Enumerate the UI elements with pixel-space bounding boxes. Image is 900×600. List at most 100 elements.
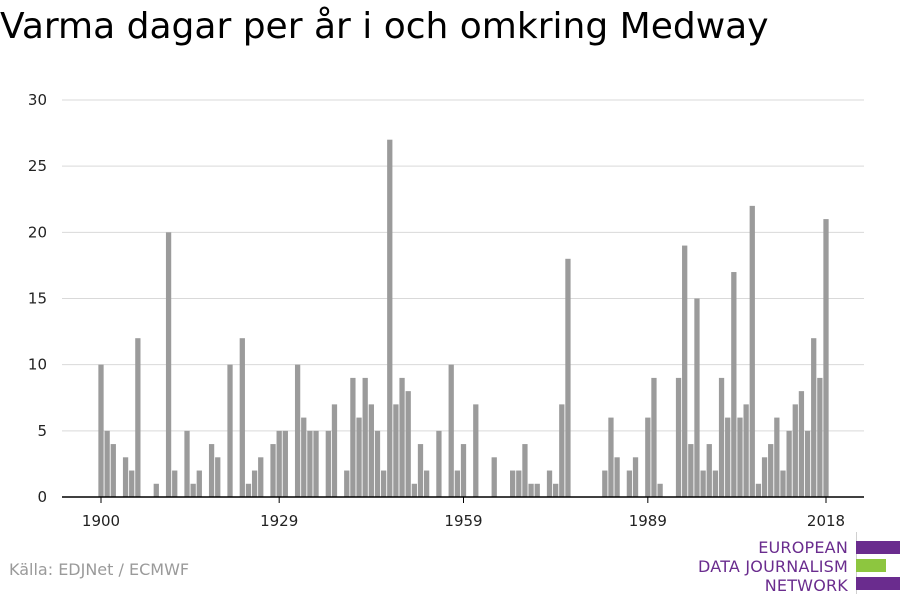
bar-1943 [362, 377, 368, 497]
bar-1976 [565, 258, 571, 497]
y-tick-label: 15 [28, 290, 47, 308]
bar-1955 [436, 430, 442, 497]
logo-text-line-2: DATA JOURNALISM [698, 557, 848, 576]
bar-1925 [251, 470, 258, 497]
bar-1916 [196, 470, 202, 497]
bar-1926 [258, 457, 264, 497]
bar-1948 [393, 404, 399, 497]
bar-2005 [743, 404, 749, 497]
bar-1973 [546, 470, 553, 497]
bar-1941 [350, 377, 356, 497]
bar-1998 [700, 470, 706, 497]
bar-2013 [792, 404, 798, 497]
bar-2015 [804, 430, 811, 497]
bar-2003 [731, 272, 737, 497]
bar-1930 [282, 430, 288, 497]
logo-text-line-1: EUROPEAN [758, 538, 848, 557]
bar-1994 [675, 377, 682, 497]
x-axis-ticks: 1900 1929 1959 1989 2018 [82, 497, 845, 530]
source-credit: Källa: EDJNet / ECMWF [9, 560, 190, 579]
bar-1989 [645, 417, 651, 497]
bar-2014 [798, 391, 805, 497]
bar-2009 [768, 444, 774, 497]
bar-1957 [448, 364, 454, 497]
bar-1968 [516, 470, 522, 497]
bar-1942 [356, 417, 362, 497]
bar-1997 [694, 298, 700, 497]
bar-1944 [368, 404, 374, 497]
bars [98, 139, 829, 497]
bar-2001 [718, 377, 725, 497]
bar-1911 [165, 232, 172, 497]
bar-1946 [380, 470, 387, 497]
bar-1974 [553, 483, 559, 497]
bar-1959 [460, 444, 467, 497]
logo-bar-3 [856, 577, 900, 590]
bar-1935 [313, 430, 319, 497]
x-tick-label: 1989 [629, 512, 667, 530]
bar-1990 [651, 377, 657, 497]
bar-1999 [706, 444, 712, 497]
y-tick-label: 20 [28, 223, 47, 241]
bar-1905 [129, 470, 135, 497]
bar-1945 [374, 430, 381, 497]
bar-1970 [528, 483, 534, 497]
bar-2016 [811, 338, 817, 497]
x-tick-label: 1959 [444, 512, 482, 530]
bar-1982 [602, 470, 608, 497]
bar-1975 [559, 404, 565, 497]
bar-1996 [688, 444, 694, 497]
bar-1961 [473, 404, 479, 497]
bar-1983 [608, 417, 614, 497]
bar-1918 [208, 444, 215, 497]
bar-1934 [307, 430, 313, 497]
bar-1932 [294, 364, 301, 497]
bar-2004 [737, 417, 743, 497]
bar-1906 [135, 338, 141, 497]
bar-2002 [725, 417, 731, 497]
x-tick-label: 2018 [807, 512, 845, 530]
bar-1923 [239, 338, 245, 497]
bar-1904 [122, 457, 129, 497]
bar-1984 [614, 457, 620, 497]
chart-title: Varma dagar per år i och omkring Medway [0, 6, 769, 47]
bar-1909 [153, 483, 159, 497]
bar-1933 [301, 417, 307, 497]
logo-bar-2 [856, 559, 886, 572]
logo-bar-1 [856, 541, 900, 554]
bar-1967 [510, 470, 516, 497]
bar-1940 [344, 470, 350, 497]
x-tick-label: 1929 [260, 512, 298, 530]
bar-2018 [823, 219, 829, 497]
bar-1958 [454, 470, 460, 497]
y-tick-label: 30 [28, 91, 47, 109]
bar-2017 [817, 377, 823, 497]
bar-1937 [325, 430, 331, 497]
bar-2006 [749, 205, 755, 497]
bar-1969 [522, 444, 528, 497]
bar-1949 [399, 377, 405, 497]
edjnet-logo: EUROPEAN DATA JOURNALISM NETWORK [698, 532, 900, 598]
bar-1921 [227, 364, 233, 497]
bar-2010 [774, 417, 780, 497]
bar-2000 [712, 470, 719, 497]
bar-1929 [276, 430, 282, 497]
grid-lines [62, 99, 864, 432]
bar-1953 [423, 470, 430, 497]
bar-1912 [172, 470, 178, 497]
y-tick-label: 5 [37, 422, 47, 440]
bar-2007 [755, 483, 762, 497]
bar-1900 [98, 364, 104, 497]
bar-1991 [657, 483, 663, 497]
y-tick-label: 0 [37, 488, 47, 506]
y-tick-label: 10 [28, 356, 47, 374]
bar-1947 [387, 139, 393, 497]
bar-1902 [110, 444, 116, 497]
bar-1914 [184, 430, 190, 497]
bar-2012 [786, 430, 792, 497]
y-tick-label: 25 [28, 157, 47, 175]
bar-1901 [104, 430, 110, 497]
bar-1971 [534, 483, 540, 497]
bar-1986 [626, 470, 633, 497]
